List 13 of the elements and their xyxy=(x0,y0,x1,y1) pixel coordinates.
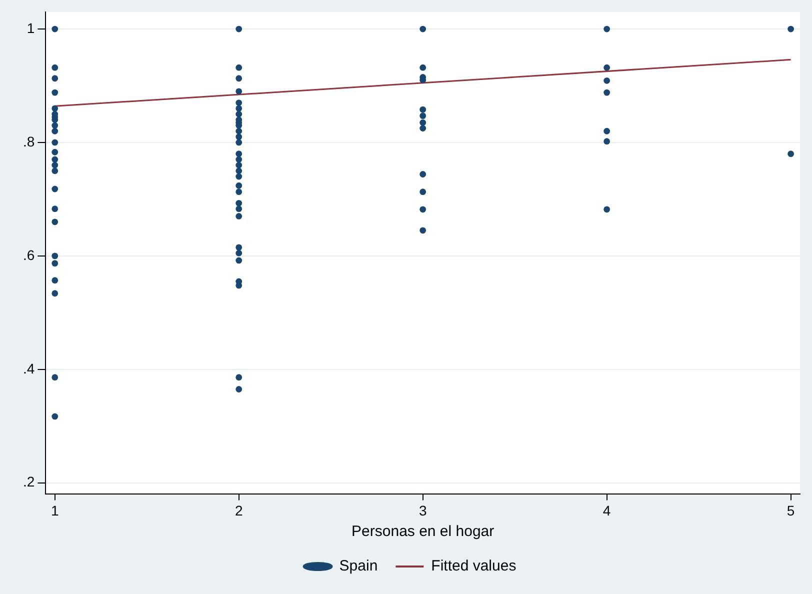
y-tick-label: .4 xyxy=(22,360,35,376)
x-axis-title: Personas en el hogar xyxy=(352,523,494,540)
x-tick-label: 1 xyxy=(50,502,59,518)
y-tick-label: 1 xyxy=(26,20,35,36)
x-tick-label: 3 xyxy=(418,502,427,518)
x-tick-label: 5 xyxy=(786,502,795,518)
y-tick-label: .6 xyxy=(22,246,35,263)
x-tick-label: 2 xyxy=(234,502,243,518)
y-tick-label: .8 xyxy=(22,133,35,150)
y-tick-label: .2 xyxy=(22,474,35,490)
legend-label: Fitted values xyxy=(431,558,516,575)
legend-label: Spain xyxy=(339,558,378,575)
x-tick-label: 4 xyxy=(602,502,611,518)
